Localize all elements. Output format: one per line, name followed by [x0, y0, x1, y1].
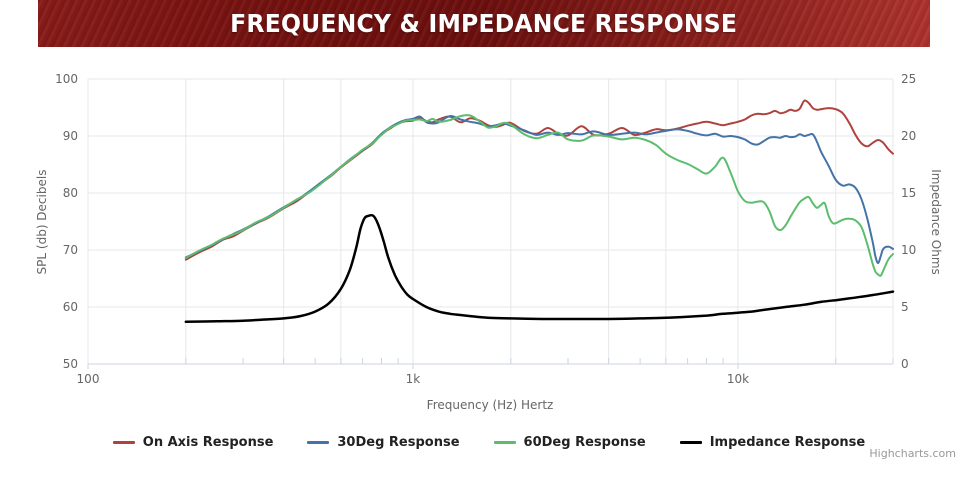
- legend-label: 30Deg Response: [337, 435, 460, 450]
- legend-swatch-icon: [112, 441, 135, 444]
- legend-swatch-icon: [493, 441, 516, 444]
- legend-swatch-icon: [307, 441, 330, 444]
- chart-legend: On Axis Response 30Deg Response 60Deg Resp…: [0, 435, 978, 450]
- legend-label: On Axis Response: [142, 435, 274, 450]
- header-banner: FREQUENCY & IMPEDANCE RESPONSE: [38, 0, 930, 47]
- y-left-tick-label: 80: [62, 186, 78, 200]
- x-tick-label: 100: [76, 372, 100, 386]
- series-line-on-axis-response[interactable]: [184, 99, 894, 261]
- highcharts-credits-link[interactable]: Highcharts.com: [869, 447, 956, 460]
- y-right-tick-label: 15: [901, 186, 917, 200]
- y-right-tick-label: 25: [901, 72, 917, 86]
- x-axis-title: Frequency (Hz) Hertz: [426, 398, 554, 412]
- legend-label: Impedance Response: [709, 435, 866, 450]
- y-left-tick-label: 70: [62, 243, 78, 257]
- y-right-tick-label: 0: [901, 357, 909, 371]
- legend-swatch-icon: [679, 440, 702, 445]
- x-tick-label: 10k: [726, 372, 750, 386]
- y-right-tick-label: 20: [901, 129, 917, 143]
- y-left-tick-label: 90: [62, 129, 78, 143]
- y-axis-right-title: Impedance Ohms: [929, 169, 943, 275]
- legend-item-30deg-response[interactable]: 30Deg Response: [307, 435, 460, 450]
- legend-item-impedance-response[interactable]: Impedance Response: [679, 435, 866, 450]
- y-right-tick-label: 10: [901, 243, 917, 257]
- y-right-tick-label: 5: [901, 300, 909, 314]
- legend-label: 60Deg Response: [523, 435, 646, 450]
- y-axis-left-title: SPL (db) Decibels: [35, 169, 49, 275]
- y-left-tick-label: 50: [62, 357, 78, 371]
- series-line-impedance-response[interactable]: [184, 213, 895, 324]
- series-line-60deg-response[interactable]: [184, 114, 894, 277]
- y-left-tick-label: 100: [55, 72, 78, 86]
- x-tick-label: 1k: [405, 372, 421, 386]
- legend-item-on-axis-response[interactable]: On Axis Response: [112, 435, 274, 450]
- legend-item-60deg-response[interactable]: 60Deg Response: [493, 435, 646, 450]
- frequency-impedance-chart: 50 60 70 80 90 100 0 5 10 15 20 25 100 1k 10k SPL (d…: [0, 47, 978, 488]
- y-left-tick-label: 60: [62, 300, 78, 314]
- plot-area: [87, 78, 895, 369]
- page-title: FREQUENCY & IMPEDANCE RESPONSE: [230, 9, 738, 38]
